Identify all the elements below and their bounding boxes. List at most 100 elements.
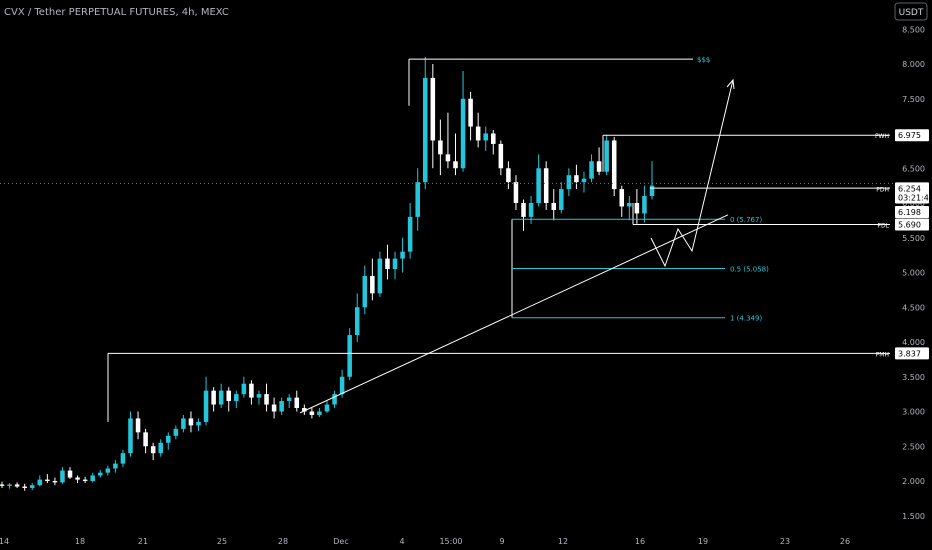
candle-body — [97, 472, 103, 476]
candle-body — [234, 394, 239, 402]
candle-body — [67, 470, 73, 478]
candle-body — [543, 168, 549, 203]
x-tick-label: 25 — [217, 537, 227, 546]
candle-body — [113, 463, 118, 469]
candle-body — [362, 275, 368, 308]
candle-body — [173, 428, 179, 436]
candle-body — [22, 486, 27, 488]
y-tick-label: 4.000 — [902, 338, 925, 347]
candle-body — [438, 140, 443, 155]
y-tick-label: 6.500 — [902, 164, 925, 173]
x-tick-label: 15:00 — [439, 537, 462, 546]
pdl-tag-label: PDL — [877, 223, 889, 230]
candle-body — [460, 98, 466, 169]
candle-body — [105, 468, 111, 473]
y-tick-label: 8.500 — [902, 25, 925, 34]
currency-button[interactable] — [894, 2, 928, 21]
x-tick-label: 26 — [840, 537, 850, 546]
low-tag-bg — [895, 206, 929, 219]
candle-body — [279, 401, 284, 412]
candle-body — [506, 168, 511, 183]
fib-level-label: 0 (5.767) — [730, 216, 762, 224]
candle-body — [392, 258, 398, 270]
x-tick-label: 14 — [0, 537, 9, 546]
x-tick-label: 21 — [138, 537, 148, 546]
candle-body — [354, 307, 360, 336]
candle-body — [0, 484, 5, 486]
fib-level-label: 0.5 (5.058) — [730, 265, 769, 273]
candle-body — [574, 175, 579, 183]
low-tag-value: 6.198 — [898, 208, 921, 217]
pdl-tag-value: 5.690 — [898, 221, 921, 230]
candle-body — [528, 203, 534, 217]
candle-body — [294, 397, 300, 409]
candle-body — [158, 442, 163, 454]
y-tick-label: 2.000 — [902, 477, 925, 486]
candle-body — [513, 182, 519, 203]
candle-body — [7, 484, 12, 486]
pdh-tag-value: 6.254 — [898, 184, 921, 193]
candle-body — [82, 479, 88, 481]
pwh-tag-bg — [895, 129, 929, 142]
candle-body — [211, 390, 216, 405]
candle-body — [271, 404, 277, 412]
candle-body — [483, 133, 488, 141]
pdl-tag-bg — [895, 218, 929, 231]
candle-body — [445, 154, 451, 162]
candle-body — [559, 189, 564, 210]
y-tick-label: 3.500 — [902, 373, 925, 382]
candle-body — [218, 390, 224, 405]
candle-body — [249, 383, 254, 398]
candle-body — [536, 168, 541, 203]
y-tick-label: 2.500 — [902, 442, 925, 451]
candle-body — [135, 418, 141, 433]
candle-body — [491, 133, 496, 144]
trend-line — [299, 214, 729, 414]
x-tick-label: Dec — [333, 537, 348, 546]
candle-body — [370, 275, 375, 294]
candle-body — [415, 182, 420, 217]
x-tick-label: 16 — [635, 537, 645, 546]
x-tick-label: 23 — [780, 537, 790, 546]
candle-body — [619, 189, 625, 207]
candle-body — [604, 140, 609, 172]
candle-body — [45, 479, 50, 481]
candle-body — [241, 383, 247, 395]
candle-body — [642, 196, 647, 214]
candle-body — [581, 178, 587, 183]
currency-button-label: USDT — [899, 8, 924, 18]
y-tick-label: 8.000 — [902, 60, 925, 69]
candle-body — [407, 216, 413, 252]
candle-body — [332, 394, 337, 405]
candle-body — [634, 203, 640, 214]
pwh-tag-label: PWH — [875, 133, 889, 140]
candle-body — [498, 143, 504, 169]
y-tick-label: 7.500 — [902, 95, 925, 104]
candle-body — [120, 453, 126, 464]
candle-body — [150, 446, 156, 454]
candle-body — [566, 175, 572, 190]
fib-level-label: 1 (4.349) — [730, 315, 762, 323]
candle-body — [203, 390, 209, 422]
candle-body — [29, 485, 35, 488]
candle-body — [181, 418, 186, 429]
candle-body — [37, 479, 43, 486]
candle-body — [551, 203, 557, 210]
candle-body — [324, 404, 330, 412]
candle-body — [475, 126, 481, 141]
y-tick-label: 3.000 — [902, 408, 925, 417]
candle-body — [264, 394, 269, 405]
candle-body — [226, 390, 232, 402]
candle-body — [60, 470, 65, 483]
candle-body — [596, 161, 602, 172]
pmh-tag-label: PMH — [876, 351, 889, 358]
x-tick-label: 28 — [278, 537, 288, 546]
x-tick-label: 18 — [75, 537, 85, 546]
candle-body — [14, 484, 20, 487]
candle-body — [188, 418, 194, 426]
candle-body — [347, 335, 352, 377]
projection-arrowhead — [726, 78, 735, 90]
candle-body — [75, 477, 80, 480]
y-tick-label: 5.500 — [902, 234, 925, 243]
